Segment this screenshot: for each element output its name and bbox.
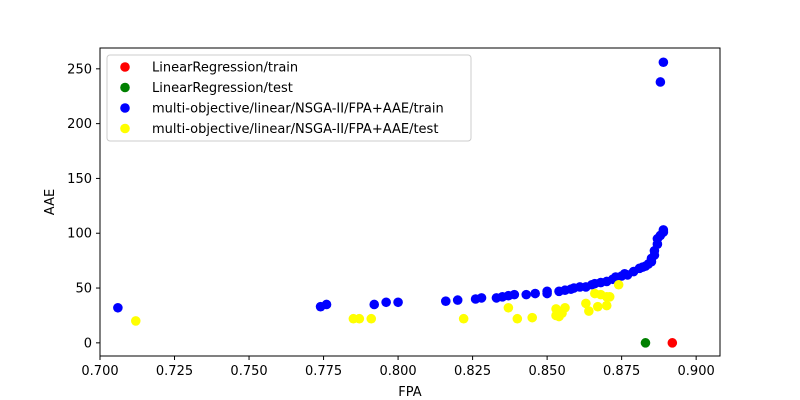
legend-label-2: multi-objective/linear/NSGA-II/FPA+AAE/t… (152, 102, 444, 117)
legend-label-3: multi-objective/linear/NSGA-II/FPA+AAE/t… (152, 122, 438, 137)
point-3-0 (130, 316, 141, 326)
point-3-4 (458, 313, 469, 324)
point-0-0 (667, 338, 678, 348)
x-tick-label-8: 0.900 (678, 364, 715, 379)
x-tick-label-7: 0.875 (603, 364, 640, 379)
series-2 (113, 57, 669, 313)
y-tick-label-0: 0 (84, 336, 92, 351)
point-3-16 (592, 301, 603, 312)
y-tick-label-5: 250 (67, 62, 92, 77)
point-3-5 (503, 302, 514, 313)
legend-marker-2 (120, 103, 130, 113)
point-3-2 (354, 313, 365, 324)
point-2-46 (658, 225, 669, 235)
point-3-6 (512, 313, 523, 324)
x-tick-label-5: 0.825 (454, 364, 491, 379)
axes-layer: 0.700 0.725 0.750 0.775 0.800 0.825 0.850 0.875… (67, 62, 715, 379)
legend-marker-3 (120, 123, 130, 134)
point-2-2 (321, 299, 332, 310)
point-2-7 (452, 295, 463, 305)
series-1 (640, 338, 651, 348)
legend-label-1: LinearRegression/test (152, 81, 293, 96)
point-1-0 (640, 338, 651, 348)
y-tick-label-3: 150 (67, 172, 92, 187)
point-2-0 (113, 302, 123, 313)
point-3-3 (366, 313, 377, 324)
x-tick-label-0: 0.700 (81, 364, 118, 379)
x-tick-label-6: 0.850 (529, 364, 566, 379)
y-tick-label-4: 200 (67, 117, 92, 132)
point-2-9 (476, 293, 487, 303)
series-3 (130, 279, 624, 326)
x-tick-label-3: 0.775 (305, 364, 342, 379)
point-2-4 (381, 297, 391, 308)
series-0 (667, 338, 678, 348)
point-3-12 (560, 302, 570, 313)
point-2-13 (509, 289, 520, 300)
point-3-18 (601, 300, 612, 311)
x-tick-label-1: 0.725 (156, 364, 193, 379)
x-axis-label: FPA (398, 385, 421, 400)
point-2-14 (521, 289, 532, 300)
point-2-5 (393, 297, 403, 308)
legend-marker-1 (120, 82, 130, 93)
point-3-21 (613, 279, 624, 290)
point-2-3 (369, 299, 380, 310)
point-2-48 (658, 57, 669, 68)
y-tick-label-2: 100 (67, 227, 92, 242)
point-3-7 (527, 312, 538, 323)
legend-marker-0 (120, 62, 130, 72)
point-2-15 (530, 288, 540, 299)
point-3-20 (604, 292, 615, 302)
point-3-14 (584, 306, 594, 316)
y-tick-label-1: 50 (75, 282, 92, 297)
y-axis-label: AAE (43, 189, 58, 215)
legend-label-0: LinearRegression/train (152, 61, 298, 76)
legend: LinearRegression/train LinearRegression/t… (106, 54, 472, 142)
point-3-13 (581, 298, 591, 309)
point-2-6 (440, 296, 451, 307)
x-tick-label-2: 0.750 (230, 364, 267, 379)
legend-box (106, 54, 472, 142)
x-tick-label-4: 0.800 (379, 364, 416, 379)
points-layer (113, 57, 678, 348)
point-2-17 (542, 286, 552, 297)
plot-frame (99, 47, 721, 357)
point-2-47 (655, 77, 666, 87)
